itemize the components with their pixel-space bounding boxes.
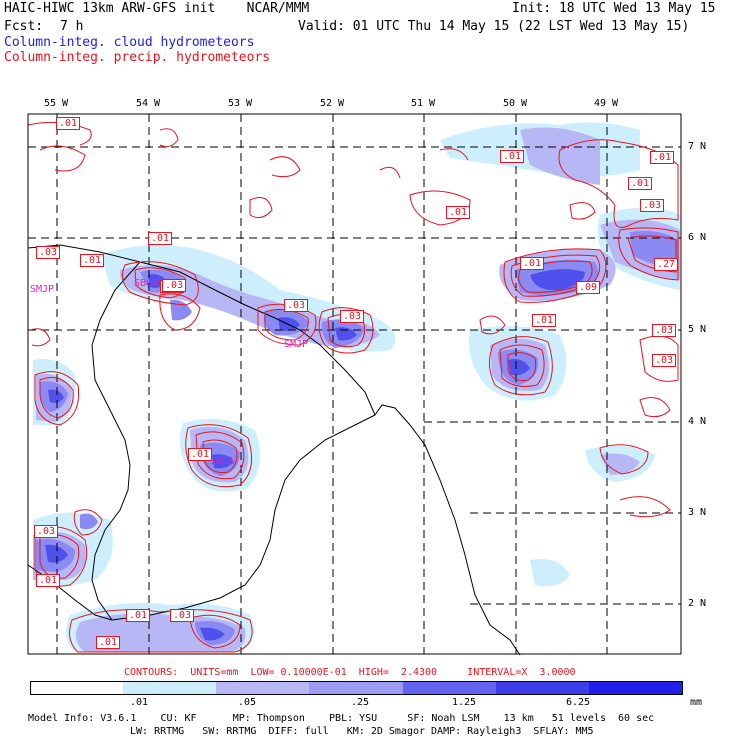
colorbar-segment bbox=[216, 681, 310, 695]
lat-label: 4 N bbox=[688, 416, 707, 427]
lat-label: 3 N bbox=[688, 507, 707, 518]
map-frame bbox=[27, 113, 682, 655]
colorbar-segment bbox=[123, 681, 217, 695]
lon-label: 50 W bbox=[503, 98, 528, 109]
field-cloud-title: Column-integ. cloud hydrometeors bbox=[4, 35, 255, 50]
colorbar-segment bbox=[588, 681, 683, 695]
contour-value-label: .01 bbox=[650, 151, 675, 164]
precip-contours bbox=[27, 121, 679, 653]
contour-value-label: .03 bbox=[162, 279, 187, 292]
valid-time: Valid: 01 UTC Thu 14 May 15 (22 LST Wed … bbox=[298, 19, 690, 34]
header-title: HAIC-HIWC 13km ARW-GFS init NCAR/MMM bbox=[4, 1, 310, 16]
lat-label: 5 N bbox=[688, 324, 707, 335]
contour-value-label: .01 bbox=[126, 609, 151, 622]
colorbar-tick: .01 bbox=[130, 697, 149, 708]
station-label: SBCA bbox=[134, 278, 159, 289]
contour-value-label: .01 bbox=[36, 574, 61, 587]
coastline bbox=[27, 244, 521, 656]
model-info-line2: LW: RRTMG SW: RRTMG DIFF: full KM: 2D Sm… bbox=[130, 726, 594, 737]
contour-value-label: .03 bbox=[652, 324, 677, 337]
contour-value-label: .01 bbox=[520, 257, 545, 270]
contour-value-label: .03 bbox=[170, 609, 195, 622]
lat-label: 2 N bbox=[688, 598, 707, 609]
contour-value-label: .03 bbox=[640, 199, 665, 212]
colorbar-units: mm bbox=[690, 697, 703, 708]
station-label: SMJP bbox=[284, 339, 309, 350]
colorbar-segment bbox=[402, 681, 496, 695]
forecast-hour: 7 h bbox=[60, 19, 84, 34]
contour-value-label: .09 bbox=[576, 281, 601, 294]
contour-value-label: .03 bbox=[284, 299, 309, 312]
lon-label: 54 W bbox=[136, 98, 161, 109]
contour-value-label: .01 bbox=[80, 254, 105, 267]
lon-label: 55 W bbox=[44, 98, 69, 109]
lat-lon-grid bbox=[28, 114, 681, 654]
colorbar-segment bbox=[495, 681, 589, 695]
lon-label: 51 W bbox=[411, 98, 436, 109]
station-label: SOCA bbox=[210, 456, 235, 467]
lon-label: 53 W bbox=[228, 98, 253, 109]
colorbar-segment bbox=[30, 681, 125, 695]
contour-value-label: .03 bbox=[652, 354, 677, 367]
lon-label: 52 W bbox=[320, 98, 345, 109]
lat-label: 6 N bbox=[688, 232, 707, 243]
lon-label: 49 W bbox=[594, 98, 619, 109]
contour-value-label: .27 bbox=[654, 258, 679, 271]
field-precip-title: Column-integ. precip. hydrometeors bbox=[4, 50, 271, 65]
contour-value-label: .01 bbox=[500, 150, 525, 163]
contour-value-label: .01 bbox=[56, 117, 81, 130]
colorbar-tick: .25 bbox=[351, 697, 370, 708]
colorbar-tick: 6.25 bbox=[566, 697, 591, 708]
contour-value-label: .01 bbox=[532, 314, 557, 327]
contour-value-label: .01 bbox=[188, 448, 213, 461]
model-info-line1: Model Info: V3.6.1 CU: KF MP: Thompson P… bbox=[28, 713, 655, 724]
contour-value-label: .01 bbox=[628, 177, 653, 190]
init-time: Init: 18 UTC Wed 13 May 15 bbox=[512, 1, 716, 16]
colorbar-tick: .05 bbox=[238, 697, 257, 708]
contour-value-label: .03 bbox=[340, 310, 365, 323]
forecast-label: Fcst: bbox=[4, 19, 44, 34]
station-label: SMJP bbox=[30, 284, 55, 295]
contour-value-label: .03 bbox=[36, 246, 61, 259]
contour-value-label: .03 bbox=[34, 525, 59, 538]
contours-info: CONTOURS: UNITS=mm LOW= 0.10000E-01 HIGH… bbox=[124, 667, 576, 678]
contour-value-label: .01 bbox=[96, 636, 121, 649]
colorbar-tick: 1.25 bbox=[452, 697, 477, 708]
contour-value-label: .01 bbox=[446, 206, 471, 219]
contour-value-label: .01 bbox=[148, 232, 173, 245]
lat-label: 7 N bbox=[688, 141, 707, 152]
colorbar-segment bbox=[309, 681, 403, 695]
cloud-shading bbox=[33, 122, 680, 652]
